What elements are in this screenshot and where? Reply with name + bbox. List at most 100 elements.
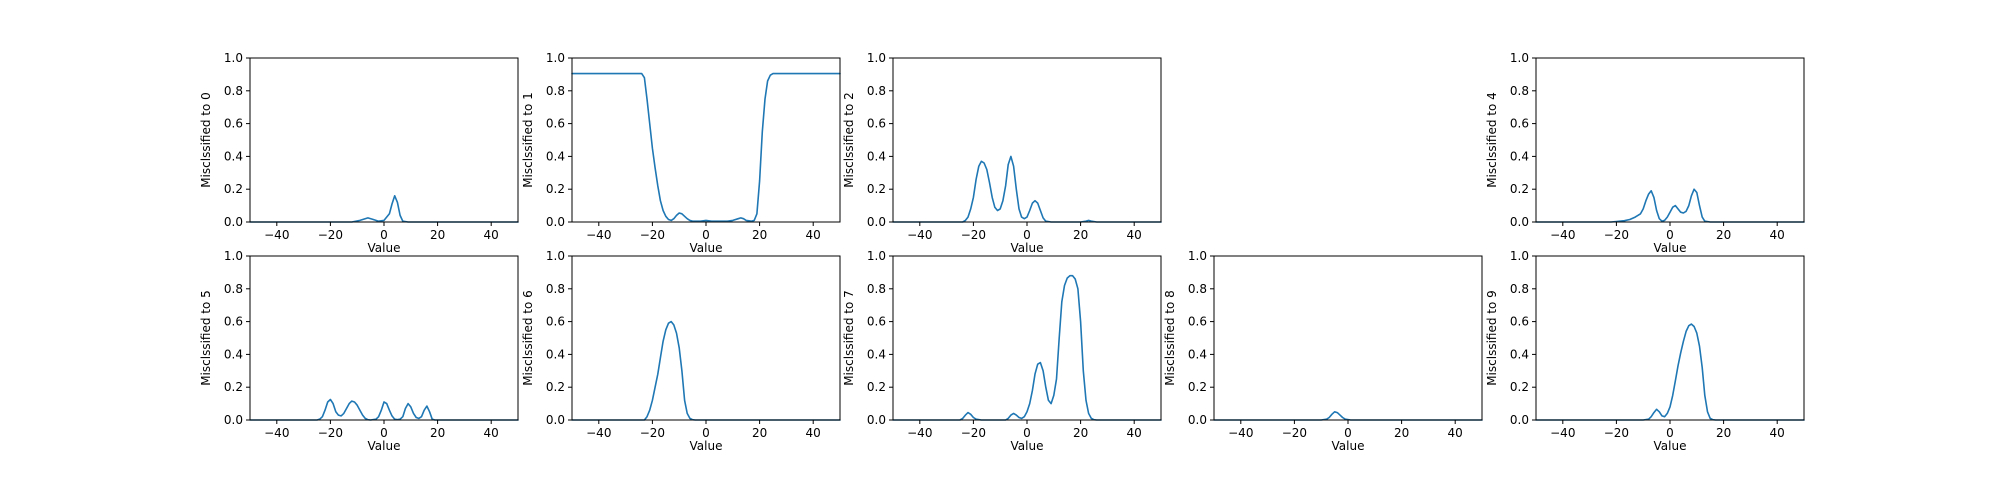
x-axis-label: Value [1654, 439, 1687, 453]
y-tick-label: 0.6 [867, 117, 886, 131]
x-tick-label: 20 [1716, 228, 1731, 242]
x-tick-label: 40 [484, 228, 499, 242]
y-tick-label: 0.8 [867, 282, 886, 296]
x-tick-label: 20 [1073, 228, 1088, 242]
y-axis-label: Misclssified to 8 [1163, 290, 1177, 386]
series-line [571, 320, 841, 421]
x-axis-label: Value [690, 439, 723, 453]
x-tick-label: 0 [1344, 426, 1352, 440]
x-tick-label: −20 [640, 426, 665, 440]
y-tick-label: 0.4 [1188, 347, 1207, 361]
x-axis-label: Value [1332, 439, 1365, 453]
axes-frame [1535, 255, 1805, 421]
x-tick-label: −40 [907, 426, 932, 440]
y-tick-label: 0.8 [1510, 282, 1529, 296]
x-tick-label: 0 [1023, 228, 1031, 242]
x-axis-label: Value [1011, 439, 1044, 453]
y-tick-label: 0.8 [546, 84, 565, 98]
y-tick-label: 0.2 [1510, 380, 1529, 394]
x-tick-label: 0 [1023, 426, 1031, 440]
x-tick-label: 40 [1770, 426, 1785, 440]
x-tick-label: −40 [264, 228, 289, 242]
y-tick-label: 0.0 [1188, 413, 1207, 427]
x-tick-label: −40 [586, 426, 611, 440]
y-tick-label: 1.0 [224, 51, 243, 65]
x-tick-label: 20 [430, 228, 445, 242]
axes-frame [892, 255, 1162, 421]
subplot-7: −40 −20 0 20 40 0.0 0.2 0.4 0.6 0.8 1.0 Value Miscls… [842, 249, 1162, 453]
x-tick-label: 0 [380, 426, 388, 440]
series-line [892, 155, 1162, 223]
y-tick-label: 0.0 [546, 413, 565, 427]
x-tick-label: 0 [1666, 228, 1674, 242]
y-tick-label: 0.6 [1510, 315, 1529, 329]
y-tick-label: 1.0 [1188, 249, 1207, 263]
x-tick-label: −40 [1228, 426, 1253, 440]
axes-frame [892, 57, 1162, 223]
y-axis-label: Misclssified to 7 [842, 290, 856, 386]
y-tick-label: 0.8 [867, 84, 886, 98]
x-axis-label: Value [690, 241, 723, 255]
axes-frame [571, 57, 841, 223]
y-tick-label: 0.4 [224, 347, 243, 361]
axes-frame [571, 255, 841, 421]
y-tick-label: 0.4 [867, 149, 886, 163]
series-line [571, 72, 841, 222]
y-axis-label: Misclssified to 0 [199, 92, 213, 188]
y-tick-label: 0.6 [224, 315, 243, 329]
y-tick-label: 0.6 [546, 117, 565, 131]
subplot-4: −40 −20 0 20 40 0.0 0.2 0.4 0.6 0.8 1.0 Value Miscls… [1485, 51, 1805, 255]
x-tick-label: 40 [1448, 426, 1463, 440]
x-tick-label: −40 [1550, 228, 1575, 242]
y-tick-label: 1.0 [1510, 249, 1529, 263]
y-tick-label: 0.4 [1510, 149, 1529, 163]
axes-frame [1213, 255, 1483, 421]
x-tick-label: −20 [1282, 426, 1307, 440]
x-tick-label: −40 [264, 426, 289, 440]
y-tick-label: 0.2 [1510, 182, 1529, 196]
y-tick-label: 0.2 [1188, 380, 1207, 394]
y-tick-label: 0.4 [546, 347, 565, 361]
x-tick-label: 0 [380, 228, 388, 242]
x-tick-label: −40 [586, 228, 611, 242]
x-axis-label: Value [368, 439, 401, 453]
y-tick-label: 0.2 [867, 380, 886, 394]
series-line [1213, 410, 1483, 421]
y-tick-label: 0.2 [546, 182, 565, 196]
y-tick-label: 1.0 [546, 249, 565, 263]
y-tick-label: 0.2 [867, 182, 886, 196]
x-tick-label: 40 [1770, 228, 1785, 242]
subplot-2: −40 −20 0 20 40 0.0 0.2 0.4 0.6 0.8 1.0 Value Miscls… [842, 51, 1162, 255]
x-tick-label: 20 [752, 228, 767, 242]
y-tick-label: 0.8 [546, 282, 565, 296]
x-tick-label: −20 [640, 228, 665, 242]
y-tick-label: 0.0 [224, 413, 243, 427]
subplot-1: −40 −20 0 20 40 0.0 0.2 0.4 0.6 0.8 1.0 Value Miscls… [521, 51, 841, 255]
y-axis-label: Misclssified to 2 [842, 92, 856, 188]
y-tick-label: 0.8 [1510, 84, 1529, 98]
axes-frame [1535, 57, 1805, 223]
y-axis-label: Misclssified to 1 [521, 92, 535, 188]
x-tick-label: 40 [484, 426, 499, 440]
y-tick-label: 0.6 [1510, 117, 1529, 131]
y-tick-label: 0.2 [546, 380, 565, 394]
y-tick-label: 0.6 [546, 315, 565, 329]
x-tick-label: 40 [806, 426, 821, 440]
y-tick-label: 0.0 [1510, 413, 1529, 427]
y-tick-label: 0.8 [224, 84, 243, 98]
x-tick-label: 40 [806, 228, 821, 242]
y-tick-label: 0.8 [224, 282, 243, 296]
x-tick-label: 20 [1716, 426, 1731, 440]
x-tick-label: 20 [430, 426, 445, 440]
y-tick-label: 0.0 [867, 215, 886, 229]
series-line [249, 195, 519, 223]
subplot-5: −40 −20 0 20 40 0.0 0.2 0.4 0.6 0.8 1.0 Value Miscls… [199, 249, 519, 453]
x-tick-label: −40 [1550, 426, 1575, 440]
y-tick-label: 0.0 [867, 413, 886, 427]
subplot-6: −40 −20 0 20 40 0.0 0.2 0.4 0.6 0.8 1.0 Value Miscls… [521, 249, 841, 453]
x-tick-label: −20 [1604, 426, 1629, 440]
y-tick-label: 0.4 [546, 149, 565, 163]
y-tick-label: 0.2 [224, 380, 243, 394]
x-tick-label: −20 [961, 426, 986, 440]
y-tick-label: 0.6 [1188, 315, 1207, 329]
